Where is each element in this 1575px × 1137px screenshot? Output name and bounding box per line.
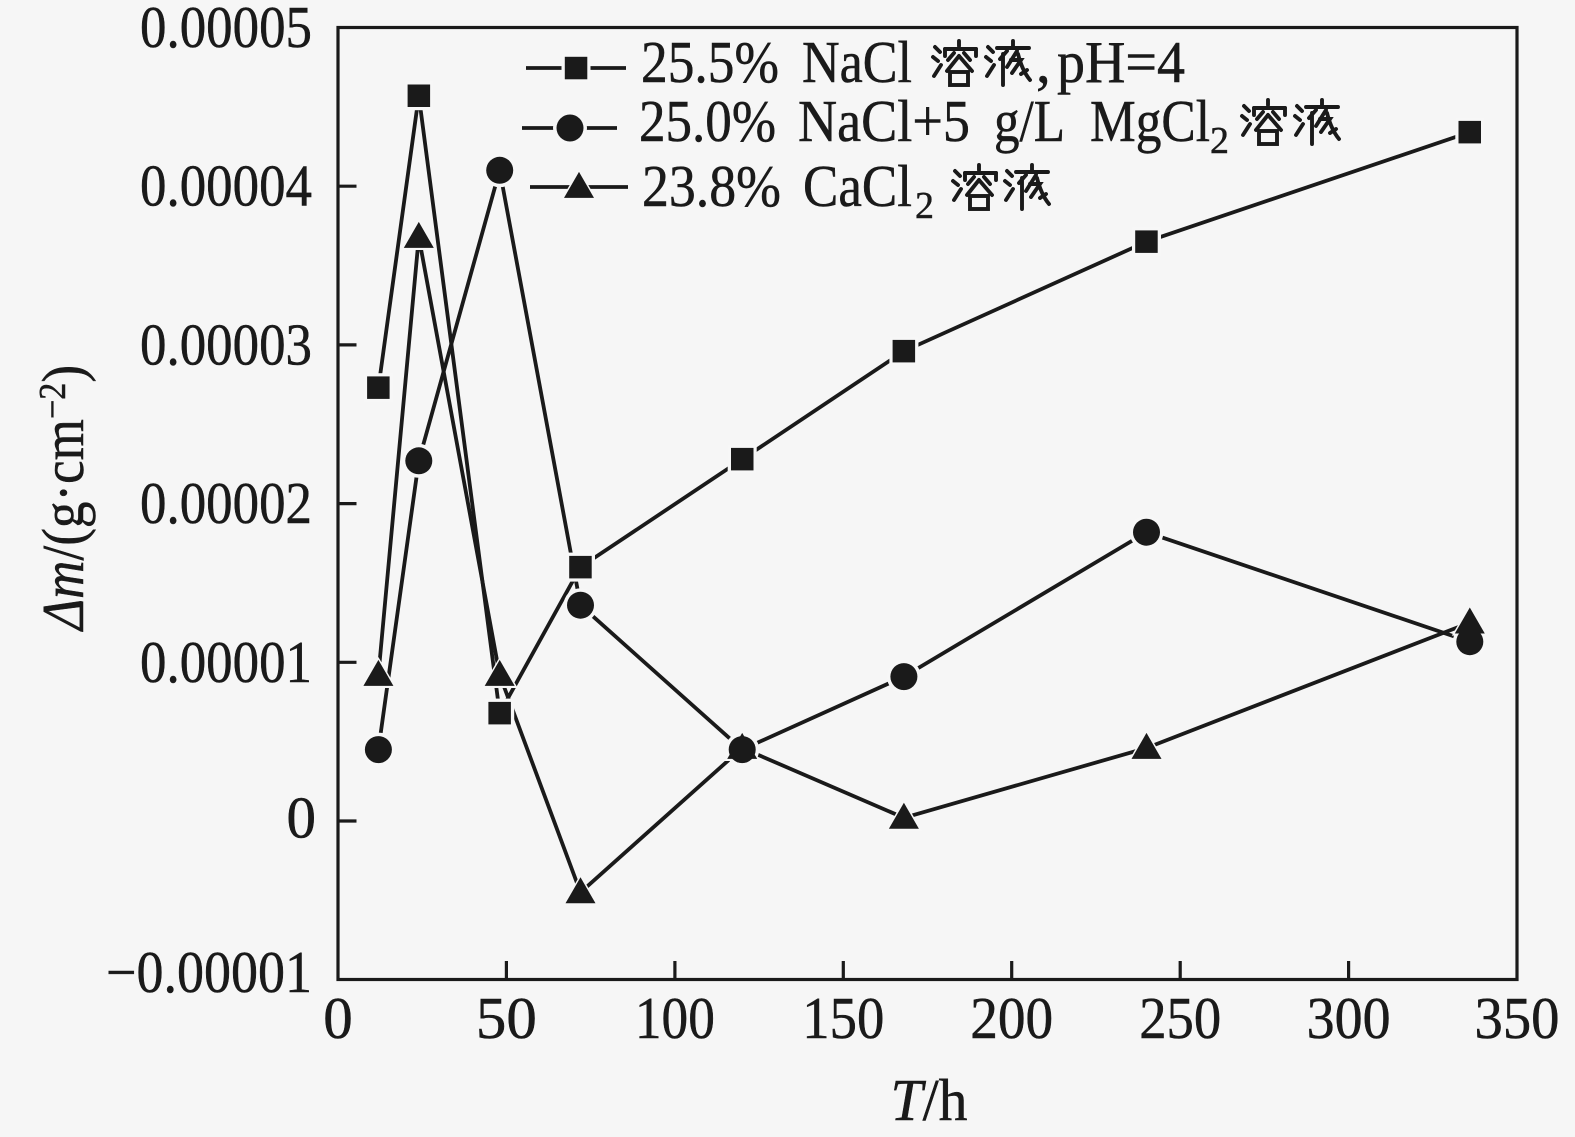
svg-text:25.0%: 25.0% [639, 88, 776, 154]
svg-text:0: 0 [323, 985, 353, 1051]
svg-text:0.00003: 0.00003 [140, 311, 312, 377]
svg-text:Δm/(g·cm−2): Δm/(g·cm−2) [30, 365, 96, 632]
svg-text:MgCl: MgCl [1090, 88, 1210, 154]
svg-text:g/L: g/L [994, 88, 1065, 154]
svg-text:0.00001: 0.00001 [140, 629, 312, 695]
svg-text:150: 150 [802, 985, 884, 1051]
svg-text:23.8%: 23.8% [642, 153, 781, 219]
svg-text:,: , [1036, 29, 1051, 95]
svg-text:2: 2 [1210, 120, 1229, 162]
svg-text:100: 100 [635, 985, 715, 1051]
svg-text:300: 300 [1307, 985, 1391, 1051]
svg-text:0.00004: 0.00004 [140, 153, 312, 219]
svg-text:CaCl: CaCl [803, 153, 912, 219]
svg-text:250: 250 [1139, 985, 1221, 1051]
svg-text:350: 350 [1475, 985, 1560, 1051]
svg-text:0.00005: 0.00005 [140, 0, 312, 60]
svg-text:50: 50 [476, 985, 537, 1051]
svg-text:pH=4: pH=4 [1057, 29, 1185, 95]
svg-text:T/h: T/h [891, 1067, 968, 1133]
svg-text:2: 2 [915, 185, 934, 227]
svg-text:NaCl: NaCl [802, 29, 912, 95]
svg-text:25.5%: 25.5% [641, 29, 779, 95]
svg-text:−0.00001: −0.00001 [106, 939, 312, 1005]
svg-text:200: 200 [970, 985, 1053, 1051]
svg-text:0: 0 [287, 785, 317, 851]
svg-text:0.00002: 0.00002 [140, 470, 312, 536]
svg-text:NaCl+5: NaCl+5 [798, 88, 970, 154]
